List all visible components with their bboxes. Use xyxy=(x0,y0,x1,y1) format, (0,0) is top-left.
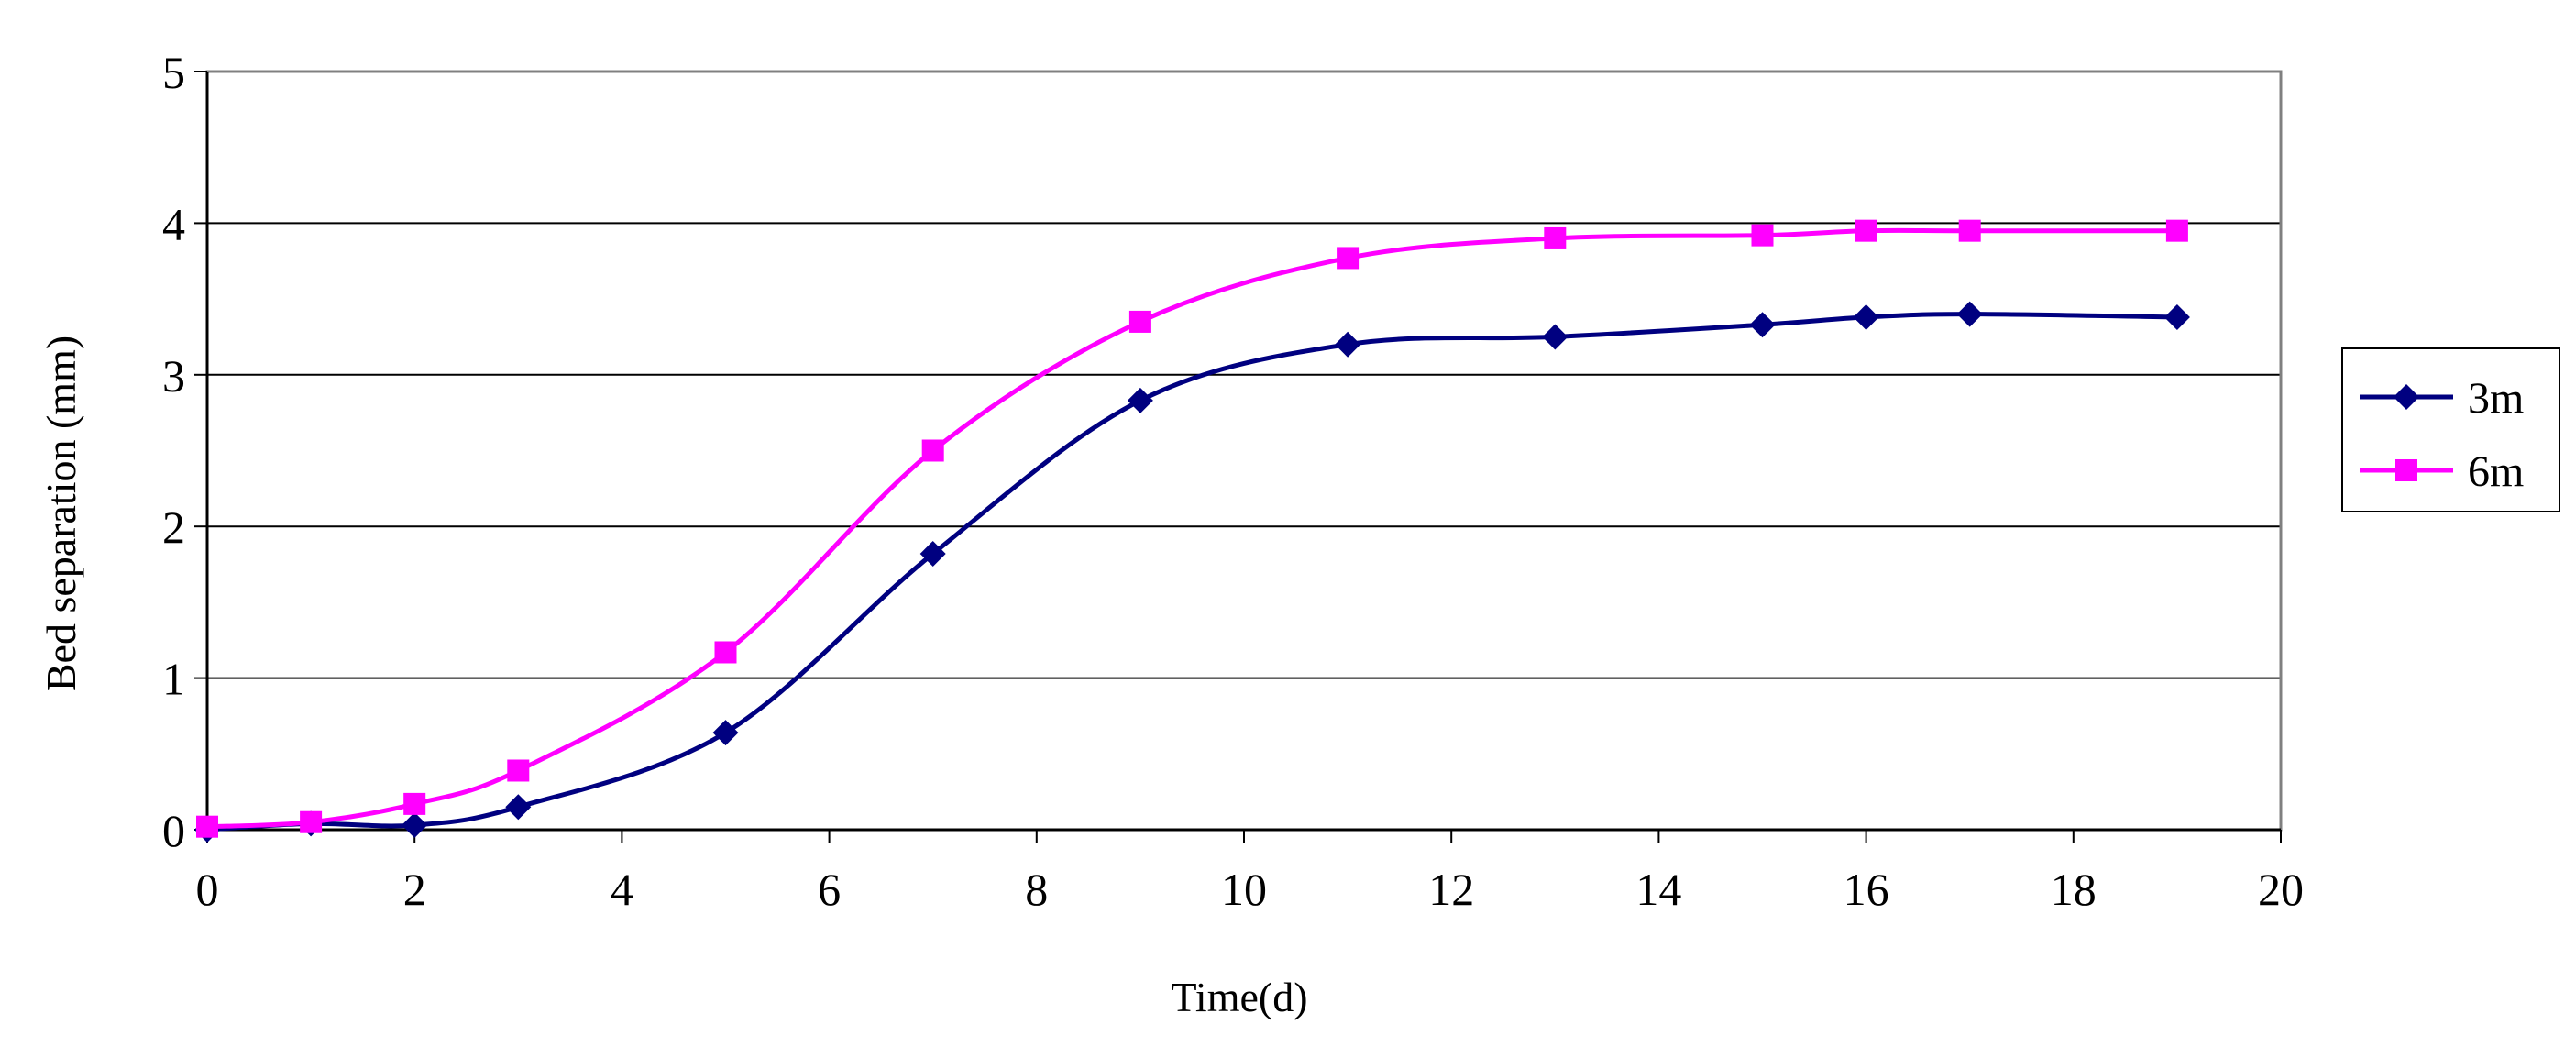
x-tick-label: 4 xyxy=(611,864,633,915)
data-point xyxy=(403,792,426,815)
data-point xyxy=(505,794,532,821)
data-point xyxy=(1853,303,1879,330)
data-point xyxy=(1128,310,1151,333)
y-tick-label: 2 xyxy=(162,501,185,553)
y-tick-label: 4 xyxy=(162,198,185,249)
data-point xyxy=(712,720,739,746)
x-tick-label: 18 xyxy=(2051,864,2097,915)
legend-label: 6m xyxy=(2468,447,2524,496)
series-6m xyxy=(196,219,2188,838)
plot-area xyxy=(207,72,2281,830)
data-point xyxy=(1751,224,1774,247)
data-point xyxy=(1749,312,1776,338)
data-point xyxy=(1958,219,1981,242)
y-axis-label: Bed separation (mm) xyxy=(38,336,84,691)
data-point xyxy=(196,815,218,838)
y-tick-label: 1 xyxy=(162,654,185,705)
series-layer xyxy=(194,219,2190,843)
legend-label: 3m xyxy=(2468,374,2524,423)
data-point xyxy=(402,812,428,839)
y-tick-label: 0 xyxy=(162,805,185,856)
data-point xyxy=(1337,247,1360,270)
x-axis-label: Time(d) xyxy=(1171,974,1307,1020)
gridlines xyxy=(207,222,2281,679)
legend-box xyxy=(2341,347,2560,512)
data-point xyxy=(919,540,946,567)
data-point xyxy=(921,439,944,462)
data-point xyxy=(1956,301,1983,327)
data-point xyxy=(300,810,323,833)
data-point xyxy=(1855,219,1877,242)
x-tick-label: 2 xyxy=(403,864,426,915)
x-tick-label: 12 xyxy=(1428,864,1474,915)
x-tick-label: 14 xyxy=(1635,864,1681,915)
data-point xyxy=(1335,331,1361,358)
x-tick-label: 20 xyxy=(2258,864,2304,915)
data-point xyxy=(714,641,737,664)
data-point xyxy=(2163,303,2190,330)
x-tick-label: 8 xyxy=(1025,864,1048,915)
x-tick-label: 10 xyxy=(1221,864,1267,915)
data-point xyxy=(1127,387,1153,413)
x-tick-label: 16 xyxy=(1844,864,1889,915)
data-point xyxy=(1544,226,1567,249)
legend-marker xyxy=(2394,384,2419,410)
x-tick-label: 6 xyxy=(818,864,841,915)
y-tick-label: 5 xyxy=(162,47,185,98)
data-point xyxy=(1542,324,1569,350)
legend-marker xyxy=(2395,459,2417,481)
data-point xyxy=(507,759,530,782)
x-tick-label: 0 xyxy=(196,864,219,915)
series-3m xyxy=(194,301,2190,843)
data-point xyxy=(2165,219,2188,242)
y-tick-label: 3 xyxy=(162,350,185,402)
